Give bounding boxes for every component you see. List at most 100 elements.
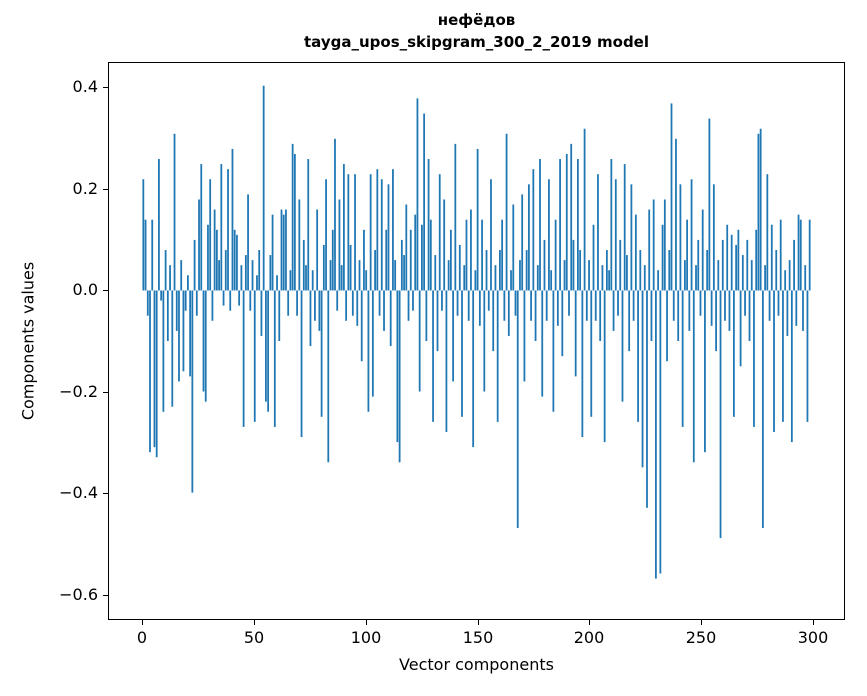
bar [231, 148, 234, 291]
bar [543, 239, 546, 291]
bar [487, 290, 490, 311]
bar [784, 270, 787, 291]
bar [646, 290, 648, 508]
bar [293, 153, 296, 291]
bar [655, 290, 657, 579]
bar [579, 250, 582, 291]
bar [418, 290, 421, 392]
bar [271, 214, 274, 291]
bar [619, 239, 622, 291]
bar [621, 290, 624, 402]
x-tick-mark [478, 620, 479, 625]
bar [209, 179, 212, 291]
bar [222, 290, 225, 306]
bar [599, 290, 602, 341]
bar [311, 270, 314, 291]
bar [675, 138, 677, 291]
bar [144, 219, 147, 291]
bar [336, 290, 339, 311]
y-tick-label: −0.6 [59, 585, 98, 604]
bar [490, 179, 492, 291]
bar [412, 290, 414, 311]
y-tick-mark [103, 290, 108, 291]
bar [334, 138, 336, 291]
bar [753, 290, 755, 427]
bar [534, 290, 537, 341]
bar [715, 290, 717, 352]
bar [806, 290, 809, 422]
y-tick-mark [103, 595, 108, 596]
bar [258, 250, 261, 291]
bar [672, 290, 675, 321]
bar [445, 290, 448, 432]
x-tick-label: 250 [685, 628, 717, 647]
bar [766, 174, 769, 291]
bar [808, 219, 811, 291]
bar [726, 224, 729, 291]
bar [773, 290, 775, 432]
bar [748, 290, 751, 341]
bar [570, 143, 573, 291]
bar [360, 290, 363, 362]
bar [204, 290, 207, 402]
bar [507, 290, 510, 336]
bar [730, 234, 733, 291]
bar [233, 229, 236, 291]
bar [695, 265, 697, 291]
bar [795, 290, 798, 326]
bar [215, 229, 218, 291]
plot-area [108, 62, 845, 620]
bar [169, 265, 171, 291]
bar [663, 199, 666, 291]
y-tick-mark [103, 87, 108, 88]
bar [681, 290, 684, 427]
bar [519, 260, 521, 291]
bar [775, 250, 778, 291]
bar [398, 290, 401, 463]
bar [236, 234, 238, 291]
bar [356, 290, 359, 326]
bar [699, 290, 702, 316]
bar [481, 219, 483, 291]
bar [704, 290, 706, 453]
bar [213, 209, 216, 291]
bar [229, 290, 232, 311]
bar [539, 159, 541, 291]
bar [153, 290, 156, 448]
bar [556, 290, 559, 326]
bar [318, 290, 321, 331]
bar [804, 265, 807, 291]
bar [269, 255, 272, 291]
bar [588, 260, 590, 291]
bar [552, 290, 555, 412]
y-tick-label: 0.2 [72, 179, 98, 198]
bar [799, 219, 802, 291]
bar [532, 169, 535, 291]
bar [207, 224, 209, 291]
bar [485, 250, 488, 291]
bar [171, 290, 174, 407]
bar [371, 290, 374, 397]
bar [191, 290, 194, 493]
bar [374, 250, 376, 291]
bar [331, 229, 334, 291]
bar [200, 164, 203, 291]
bar [389, 290, 392, 347]
bar [530, 290, 532, 321]
bar [166, 290, 169, 341]
bar [182, 290, 185, 372]
bar [425, 290, 428, 341]
bar [503, 290, 506, 321]
bar [710, 290, 713, 326]
bar [648, 209, 651, 291]
x-tick-mark [589, 620, 590, 625]
bar [737, 229, 740, 291]
bar [260, 290, 263, 336]
bar [514, 290, 517, 316]
bar [757, 133, 760, 291]
bar [320, 290, 323, 417]
bar [786, 290, 789, 336]
bar [668, 250, 671, 291]
bar [300, 290, 303, 438]
bar [793, 239, 795, 291]
